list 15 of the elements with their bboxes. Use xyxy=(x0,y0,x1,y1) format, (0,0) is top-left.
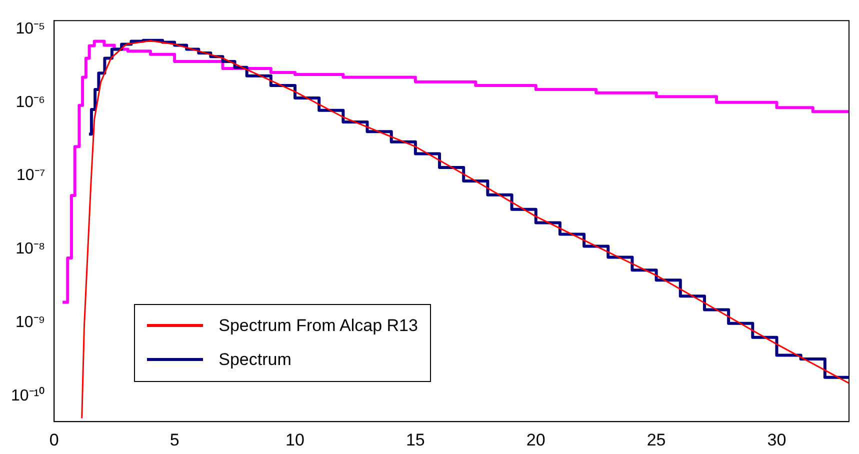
legend-label: Spectrum xyxy=(218,350,292,370)
y-tick-label: 10⁻⁷ xyxy=(16,167,46,184)
x-tick-label: 0 xyxy=(49,430,59,450)
x-tick-label: 20 xyxy=(526,430,546,450)
x-tick-label: 15 xyxy=(406,430,425,450)
legend-label: Spectrum From Alcap R13 xyxy=(218,316,418,336)
x-tick-label: 5 xyxy=(170,430,180,450)
y-tick-label: 10⁻⁵ xyxy=(16,20,46,38)
y-tick-label: 10⁻⁶ xyxy=(16,94,46,111)
x-tick-label: 25 xyxy=(646,430,666,450)
y-tick-label: 10⁻¹⁰ xyxy=(11,386,46,405)
y-tick-label: 10⁻⁸ xyxy=(16,240,46,258)
y-tick-label: 10⁻⁹ xyxy=(15,314,46,332)
x-tick-label: 30 xyxy=(767,430,786,450)
x-tick-label: 10 xyxy=(286,430,304,450)
